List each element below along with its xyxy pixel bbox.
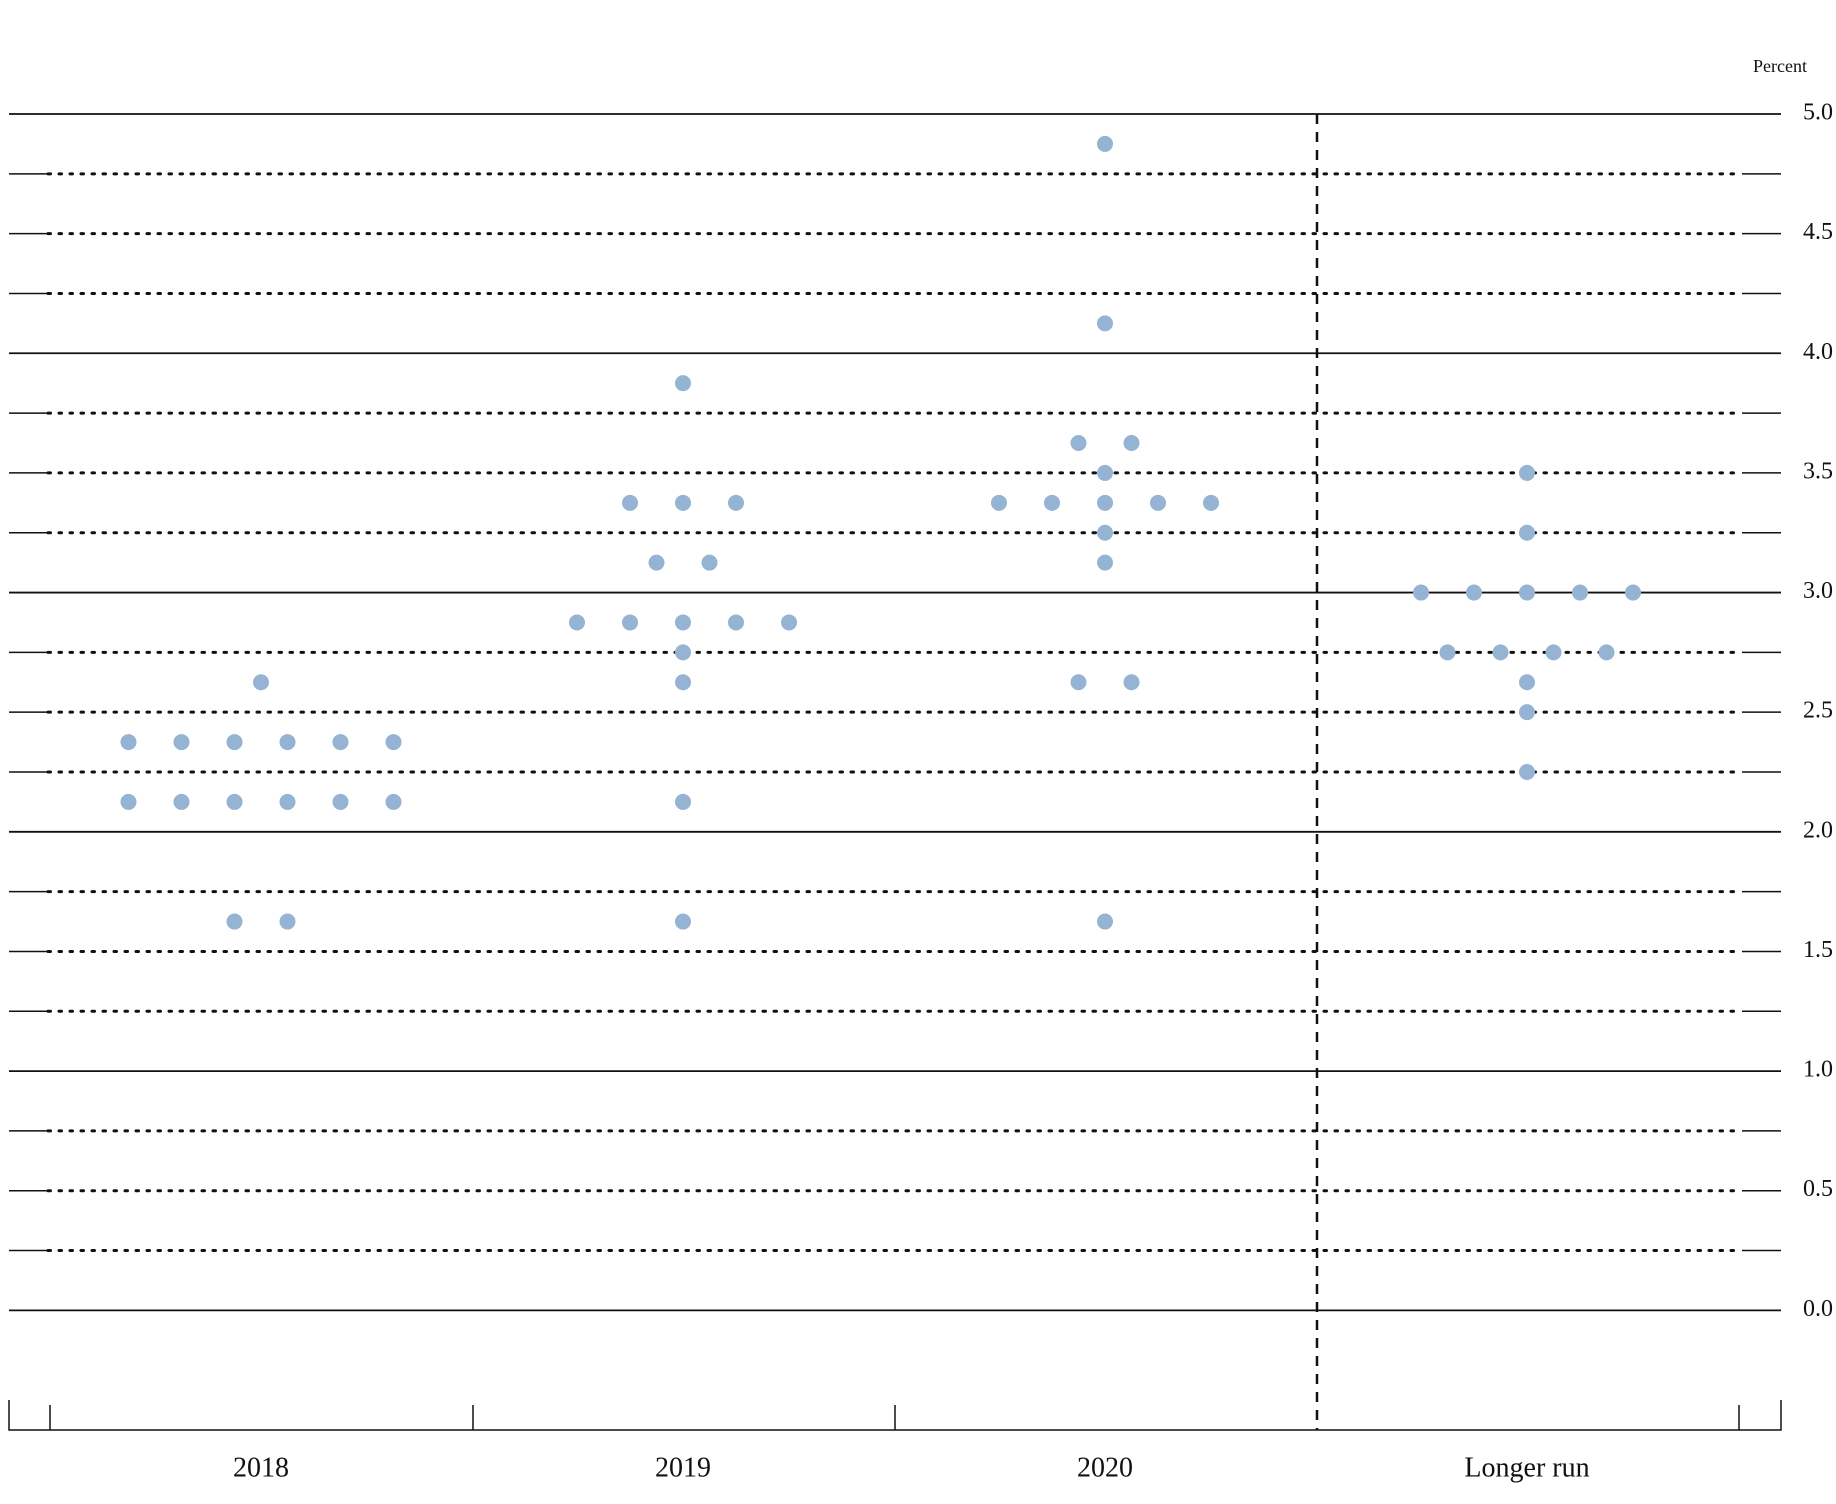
dot bbox=[279, 793, 296, 810]
y-tick-label: 0.5 bbox=[1803, 1176, 1833, 1202]
dot bbox=[701, 554, 718, 571]
dot bbox=[1625, 584, 1641, 601]
dot bbox=[332, 793, 349, 810]
x-tick-label: Longer run bbox=[1464, 1452, 1589, 1483]
dot bbox=[781, 614, 797, 631]
dot bbox=[648, 554, 665, 571]
y-tick-label: 1.5 bbox=[1803, 937, 1833, 963]
dot bbox=[120, 793, 137, 810]
dot bbox=[622, 614, 638, 631]
y-tick-label: 2.5 bbox=[1803, 698, 1833, 724]
dot bbox=[1519, 764, 1535, 780]
y-tick-label: 0.0 bbox=[1803, 1296, 1833, 1322]
dot bbox=[1545, 644, 1562, 661]
x-tick-label: 2018 bbox=[233, 1452, 289, 1483]
y-axis-label: Percent bbox=[1753, 56, 1807, 76]
dot bbox=[1123, 674, 1140, 691]
y-tick-label: 1.0 bbox=[1803, 1057, 1833, 1083]
dot bbox=[675, 674, 691, 691]
dot bbox=[226, 913, 243, 930]
dot bbox=[1492, 644, 1509, 661]
dot bbox=[1097, 494, 1113, 511]
x-tick-label: 2019 bbox=[655, 1452, 711, 1483]
dot bbox=[1572, 584, 1588, 601]
dot bbox=[1097, 464, 1113, 481]
dot bbox=[1150, 494, 1166, 511]
dot bbox=[279, 734, 296, 751]
dot bbox=[120, 734, 137, 751]
y-tick-label: 4.5 bbox=[1803, 219, 1833, 245]
dot bbox=[253, 674, 269, 691]
dot bbox=[728, 614, 744, 631]
dot bbox=[1598, 644, 1615, 661]
dot bbox=[1519, 674, 1535, 691]
dot bbox=[1097, 315, 1113, 332]
dot bbox=[1097, 554, 1113, 571]
y-tick-label: 4.0 bbox=[1803, 339, 1833, 365]
dot bbox=[675, 494, 691, 511]
dot bbox=[1203, 494, 1219, 511]
dot bbox=[1439, 644, 1456, 661]
dot bbox=[1097, 913, 1113, 930]
dot bbox=[226, 793, 243, 810]
dot bbox=[675, 614, 691, 631]
dot bbox=[385, 734, 402, 751]
dot bbox=[675, 375, 691, 392]
dot bbox=[1097, 524, 1113, 541]
y-tick-label: 2.0 bbox=[1803, 817, 1833, 843]
dot bbox=[1044, 494, 1060, 511]
dot bbox=[675, 793, 691, 810]
dot bbox=[569, 614, 585, 631]
dot bbox=[1413, 584, 1429, 601]
dot bbox=[226, 734, 243, 751]
dot bbox=[622, 494, 638, 511]
dot bbox=[675, 644, 691, 661]
x-tick-label: 2020 bbox=[1077, 1452, 1133, 1483]
dot bbox=[332, 734, 349, 751]
dot bbox=[1466, 584, 1482, 601]
x-axis bbox=[8, 1400, 1782, 1431]
dot bbox=[1519, 704, 1535, 721]
dot bbox=[385, 793, 402, 810]
dot bbox=[173, 734, 190, 751]
y-tick-label: 5.0 bbox=[1803, 100, 1833, 126]
dot bbox=[991, 494, 1007, 511]
y-tick-label: 3.0 bbox=[1803, 578, 1833, 604]
dot bbox=[173, 793, 190, 810]
dot bbox=[1519, 584, 1535, 601]
dot bbox=[1123, 435, 1140, 451]
dot bbox=[1097, 135, 1113, 152]
dot bbox=[279, 913, 296, 930]
dot bbox=[1070, 435, 1087, 451]
dot bbox=[1519, 464, 1535, 481]
y-tick-label: 3.5 bbox=[1803, 458, 1833, 484]
dot bbox=[1070, 674, 1087, 691]
dot bbox=[1519, 524, 1535, 541]
dot bbox=[728, 494, 744, 511]
dot bbox=[675, 913, 691, 930]
